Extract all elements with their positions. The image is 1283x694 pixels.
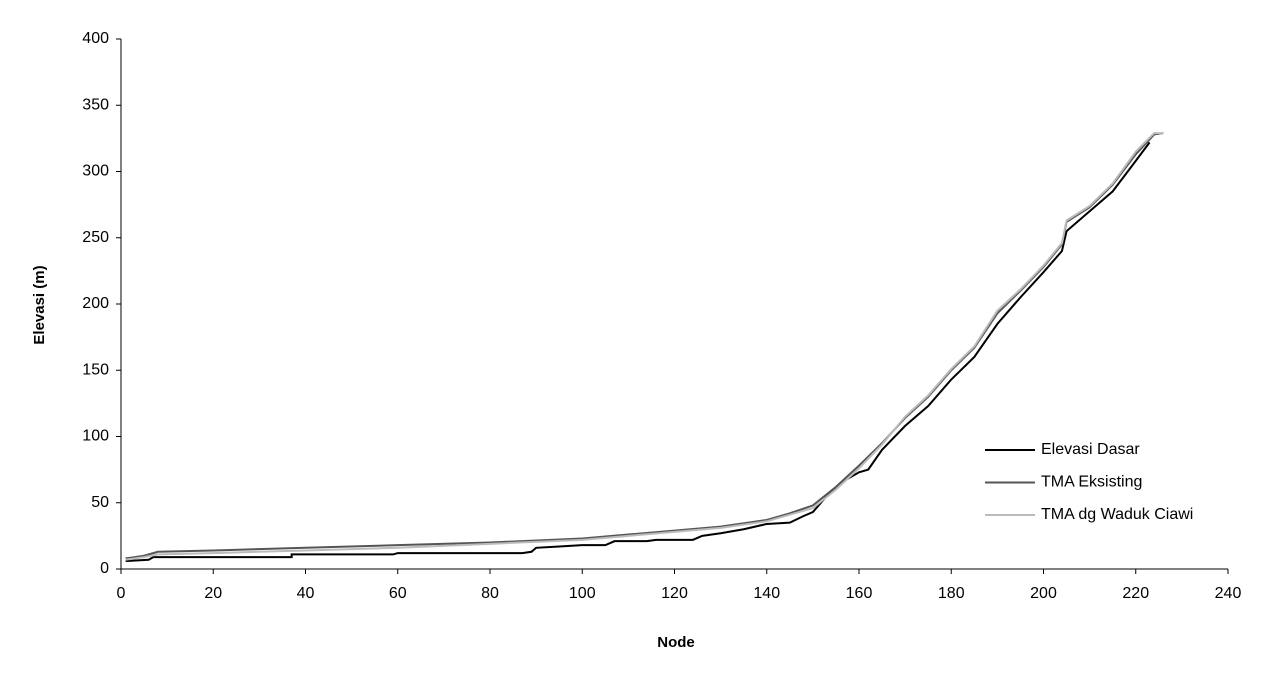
- y-tick-label: 200: [82, 295, 109, 312]
- x-tick-label: 180: [938, 585, 965, 602]
- x-tick-label: 20: [204, 585, 222, 602]
- y-tick-label: 100: [82, 428, 109, 445]
- y-tick-label: 250: [82, 229, 109, 246]
- series-line: [125, 132, 1164, 560]
- x-tick-label: 60: [389, 585, 407, 602]
- y-tick-label: 0: [100, 560, 109, 577]
- x-tick-label: 100: [569, 585, 596, 602]
- series-line: [125, 132, 1164, 561]
- series-line: [125, 141, 1151, 563]
- x-tick-label: 220: [1122, 585, 1149, 602]
- y-tick-label: 400: [82, 30, 109, 47]
- x-tick-label: 140: [753, 585, 780, 602]
- legend-label: Elevasi Dasar: [1041, 441, 1140, 458]
- x-tick-label: 120: [661, 585, 688, 602]
- y-tick-label: 350: [82, 96, 109, 113]
- x-tick-label: 0: [117, 585, 126, 602]
- x-tick-label: 200: [1030, 585, 1057, 602]
- x-axis-title: Node: [657, 634, 695, 651]
- x-tick-label: 40: [297, 585, 315, 602]
- y-axis-title: Elevasi (m): [31, 265, 48, 344]
- legend-label: TMA Eksisting: [1041, 474, 1142, 491]
- legend-label: TMA dg Waduk Ciawi: [1041, 506, 1193, 523]
- y-tick-label: 300: [82, 163, 109, 180]
- x-tick-label: 160: [846, 585, 873, 602]
- y-tick-label: 150: [82, 361, 109, 378]
- x-tick-label: 80: [481, 585, 499, 602]
- y-tick-label: 50: [91, 494, 109, 511]
- x-tick-label: 240: [1215, 585, 1242, 602]
